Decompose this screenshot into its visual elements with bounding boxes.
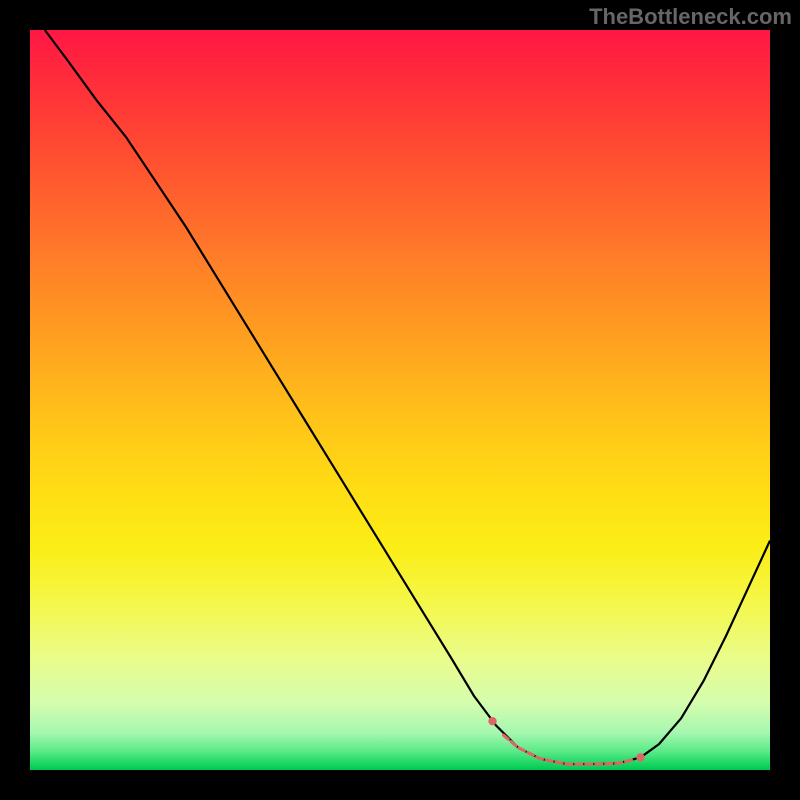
watermark-text: TheBottleneck.com [589,4,792,30]
highlight-marker [488,717,496,725]
chart-plot-area [30,30,770,770]
chart-svg [30,30,770,770]
gradient-background [30,30,770,770]
highlight-marker [636,753,644,761]
